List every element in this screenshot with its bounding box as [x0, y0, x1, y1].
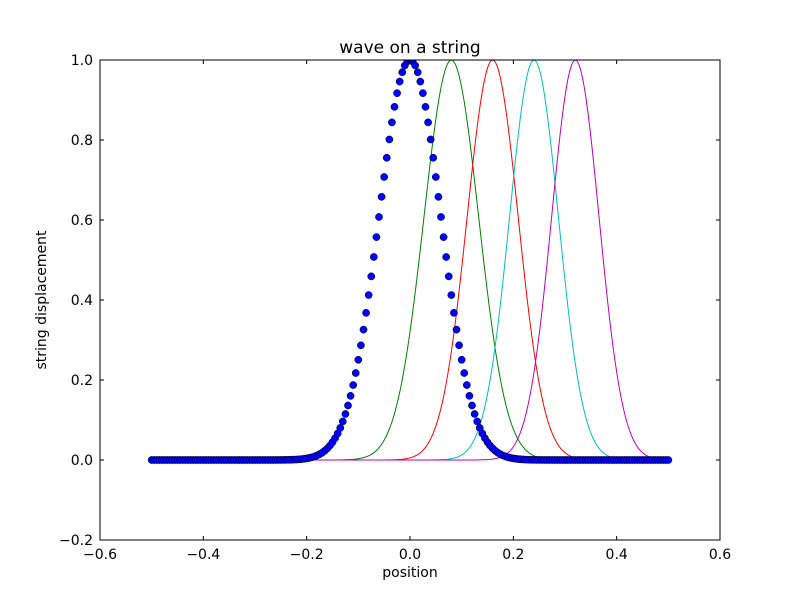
data-point — [439, 233, 448, 241]
x-tick-label: 0.6 — [709, 547, 731, 563]
data-point — [468, 401, 476, 410]
data-point — [452, 325, 461, 334]
data-point — [447, 291, 456, 299]
data-point — [395, 77, 404, 86]
data-point — [416, 77, 425, 86]
data-point — [351, 369, 360, 377]
data-point — [450, 309, 458, 317]
data-point — [393, 89, 401, 98]
data-point — [357, 341, 365, 350]
data-point — [398, 68, 407, 77]
y-tick-label: 0.0 — [71, 453, 93, 469]
data-point — [344, 401, 352, 410]
x-tick-label: 0.2 — [502, 547, 524, 563]
data-point — [372, 233, 381, 241]
series-markers-0 — [147, 60, 673, 464]
data-point — [388, 118, 396, 127]
axis-ticks: −0.6 −0.4 −0.2 0.0 0.2 0.4 0.6 −0.2 0.0 0.2 0.4 0.6… — [59, 53, 731, 563]
data-point — [424, 118, 432, 127]
data-point — [444, 272, 453, 281]
data-point — [382, 153, 391, 162]
data-point — [390, 103, 399, 111]
x-axis-label: position — [382, 565, 437, 581]
data-point — [437, 213, 445, 221]
data-point — [369, 253, 378, 261]
data-point — [364, 291, 373, 299]
y-tick-label: 0.4 — [71, 293, 93, 309]
data-point — [413, 68, 422, 77]
data-point — [375, 213, 383, 221]
data-point — [354, 355, 363, 364]
data-point — [380, 173, 389, 181]
x-tick-label: 0.0 — [399, 547, 421, 563]
data-point — [434, 192, 443, 201]
data-point — [431, 173, 440, 181]
data-point — [455, 341, 463, 350]
data-point — [377, 192, 386, 201]
data-point — [465, 392, 474, 400]
y-axis-label: string displacement — [34, 230, 50, 369]
data-point — [338, 417, 347, 426]
data-point — [419, 89, 427, 98]
y-tick-label: −0.2 — [59, 533, 93, 549]
data-point — [426, 135, 435, 144]
data-point — [442, 253, 451, 261]
data-point — [421, 103, 430, 111]
y-tick-label: 0.8 — [71, 133, 93, 149]
x-tick-label: −0.6 — [83, 547, 117, 563]
data-point — [411, 61, 420, 70]
data-point — [470, 410, 479, 418]
data-point — [473, 417, 482, 426]
x-tick-label: 0.4 — [606, 547, 628, 563]
y-tick-label: 0.2 — [71, 373, 93, 389]
data-point — [462, 381, 471, 389]
data-point — [359, 325, 368, 334]
data-point — [341, 410, 350, 418]
x-tick-label: −0.2 — [290, 547, 324, 563]
data-point — [457, 355, 466, 364]
data-point — [385, 135, 394, 144]
y-tick-label: 1.0 — [71, 53, 93, 69]
data-point — [460, 369, 469, 377]
data-point — [349, 381, 358, 389]
data-point — [367, 272, 376, 281]
data-point — [429, 153, 438, 162]
data-point — [346, 392, 355, 400]
x-tick-label: −0.4 — [186, 547, 220, 563]
y-tick-label: 0.6 — [71, 213, 93, 229]
chart-title: wave on a string — [339, 38, 480, 58]
plot-area — [147, 60, 673, 464]
data-point — [664, 456, 673, 464]
data-point — [336, 424, 345, 432]
data-point — [362, 309, 370, 317]
